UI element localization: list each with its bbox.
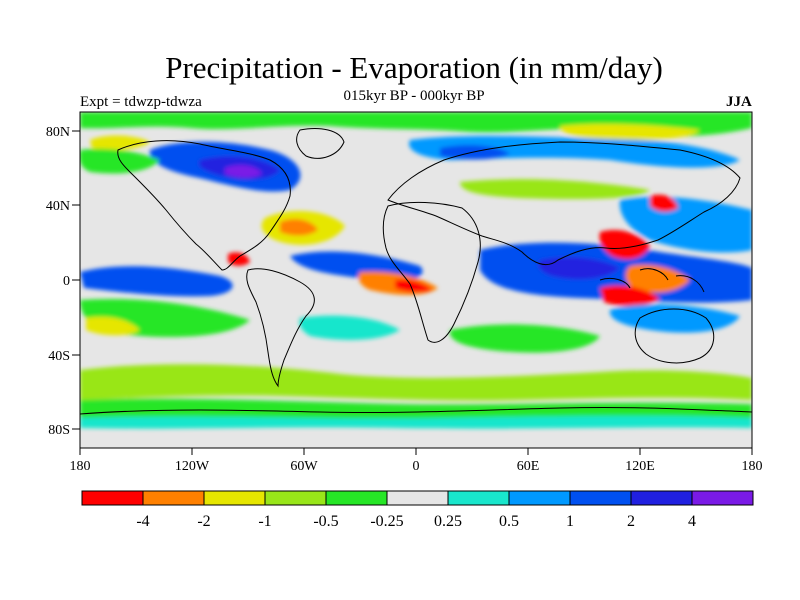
colorbar-label: -0.5: [313, 513, 338, 530]
coastline-maritime-islands: [599, 268, 705, 293]
lat-labels: 80N 40N 0 40S 80S: [46, 125, 70, 438]
colorbar-label: 2: [627, 513, 635, 530]
colorbar-box: [386, 490, 449, 506]
contour-west-pacific-blue: [619, 196, 752, 253]
contour-antarctic-cyan: [80, 415, 752, 429]
contour-north-atlantic-orange: [280, 219, 318, 236]
colorbar-boxes: [81, 490, 754, 506]
colorbar-box: [142, 490, 205, 506]
contour-arctic-yellow: [90, 135, 150, 150]
chart-subtitle: 015kyr BP - 000kyr BP: [343, 88, 485, 104]
contour-maritime-red-2: [600, 285, 660, 307]
coastline-africa: [382, 201, 481, 343]
coastline-eurasia: [387, 141, 741, 265]
lon-label-0: 0: [413, 459, 420, 474]
lon-label-60e: 60E: [517, 459, 540, 474]
colorbar-label: 0.25: [434, 513, 462, 530]
colorbar-label: -2: [197, 513, 210, 530]
colorbar-label: -4: [136, 513, 149, 530]
contour-west-pacific-red: [650, 194, 678, 212]
colorbar-box: [630, 490, 693, 506]
chart-title: Precipitation - Evaporation (in mm/day): [165, 50, 663, 85]
coastline-south-america: [246, 268, 315, 388]
colorbar-label: -0.25: [370, 513, 403, 530]
colorbar-box: [81, 490, 144, 506]
colorbar-label: -1: [258, 513, 271, 530]
lat-label-40n: 40N: [46, 199, 70, 214]
contour-arctic-green: [80, 112, 752, 137]
coastline-greenland: [296, 128, 345, 159]
lat-label-40s: 40S: [48, 349, 70, 364]
season-label: JJA: [726, 94, 752, 110]
coastline-australia: [634, 308, 715, 364]
contour-tropical-atlantic-red: [395, 279, 432, 293]
experiment-label: Expt = tdwzp-tdwza: [80, 94, 202, 110]
contour-maritime-orange: [625, 264, 690, 293]
colorbar-box: [447, 490, 510, 506]
coastlines: [80, 128, 752, 415]
contour-north-america-violet: [225, 165, 262, 178]
colorbar-box: [508, 490, 571, 506]
colorbar-box: [691, 490, 754, 506]
contour-south-atlantic-cyan: [299, 315, 400, 340]
lon-label-180e: 180: [742, 459, 763, 474]
lon-label-120e: 120E: [625, 459, 655, 474]
coastline-antarctica: [80, 406, 752, 415]
colorbar-label: 4: [688, 513, 696, 530]
lon-labels: 180 120W 60W 0 60E 120E 180: [70, 459, 763, 474]
lon-label-120w: 120W: [175, 459, 210, 474]
contour-indian-ocean-blue: [480, 242, 752, 303]
lon-label-60w: 60W: [290, 459, 318, 474]
lat-tick-marks: [72, 130, 80, 430]
contour-southern-ocean-green-2: [80, 398, 752, 421]
lat-label-80n: 80N: [46, 125, 70, 140]
contour-tropical-pacific-blue: [80, 266, 233, 297]
coastline-north-america: [117, 140, 291, 271]
contour-southern-ocean-green: [80, 364, 752, 401]
contour-south-indian-green: [449, 324, 600, 353]
colorbar-box: [569, 490, 632, 506]
colorbar-box: [203, 490, 266, 506]
contour-eurasia-green: [460, 179, 650, 200]
contour-south-pacific-yellow: [86, 316, 140, 336]
contour-field: [80, 112, 752, 429]
contour-arctic-yellow-2: [560, 123, 700, 140]
lat-label-0: 0: [63, 274, 70, 289]
lon-tick-marks: [79, 448, 753, 455]
lat-label-80s: 80S: [48, 423, 70, 438]
contour-indian-ocean-darkblue: [538, 257, 620, 280]
contour-maritime-red: [599, 229, 650, 260]
colorbar-labels: -4 -2 -1 -0.5 -0.25 0.25 0.5 1 2 4: [136, 513, 696, 530]
colorbar-label: 0.5: [499, 513, 519, 530]
colorbar-box: [325, 490, 388, 506]
colorbar-label: 1: [566, 513, 574, 530]
contour-eurasia-blue: [409, 135, 740, 168]
contour-south-indian-blue: [609, 304, 740, 333]
lon-label-180w: 180: [70, 459, 91, 474]
colorbar: -4 -2 -1 -0.5 -0.25 0.25 0.5 1 2 4: [81, 490, 754, 530]
colorbar-box: [264, 490, 327, 506]
